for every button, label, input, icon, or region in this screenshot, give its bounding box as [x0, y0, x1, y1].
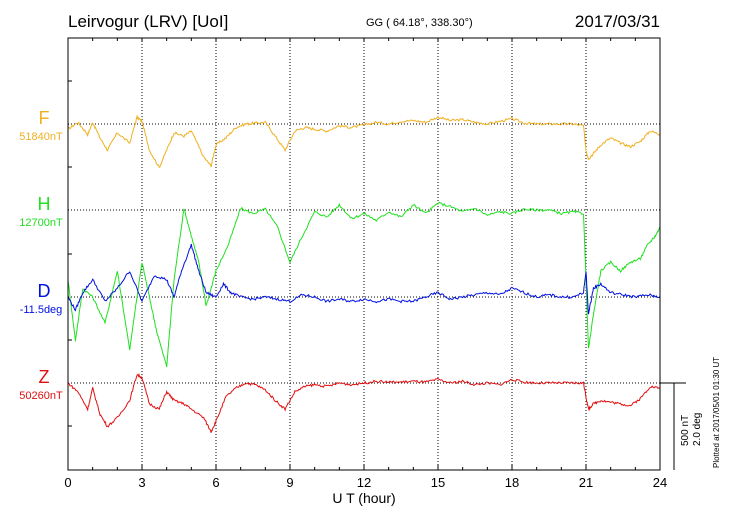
scale-bar — [660, 382, 686, 470]
x-tick-label-15: 15 — [431, 475, 445, 490]
x-tick-label-21: 21 — [579, 475, 593, 490]
plotted-timestamp: Plotted at 2017/05/01 01:30 UT — [712, 356, 721, 468]
channel-d-label: D — [37, 281, 51, 301]
series-line-d — [67, 243, 661, 315]
station-title: Leirvogur (LRV) [UoI] — [68, 12, 229, 31]
grid-lines — [68, 38, 660, 470]
geographic-coordinates: GG ( 64.18°, 338.30°) — [366, 17, 473, 29]
channel-h-label: H — [37, 194, 51, 214]
channel-h-baseline: 12700nT — [19, 217, 63, 229]
plot-date: 2017/03/31 — [574, 12, 660, 31]
channel-f-label: F — [38, 108, 50, 128]
x-tick-label-9: 9 — [286, 475, 293, 490]
channel-f-baseline: 51840nT — [19, 131, 63, 143]
x-tick-label-3: 3 — [138, 475, 145, 490]
x-tick-label-6: 6 — [212, 475, 219, 490]
x-tick-label-24: 24 — [653, 475, 667, 490]
series-line-f — [67, 114, 661, 169]
x-axis-label: U T (hour) — [332, 490, 395, 506]
x-tick-label-0: 0 — [64, 475, 71, 490]
scale-bar-deg-label: 2.0 deg — [692, 412, 703, 446]
channel-d-baseline: -11.5deg — [19, 304, 63, 316]
series-line-z — [67, 372, 661, 433]
channel-z-baseline: 50260nT — [19, 390, 63, 402]
x-tick-label-18: 18 — [505, 475, 519, 490]
x-axis-ticks: 0 3 6 9 12 15 18 21 24 — [64, 38, 667, 490]
x-tick-label-12: 12 — [357, 475, 371, 490]
channel-z-label: Z — [38, 367, 50, 387]
series-line-h — [67, 201, 661, 368]
series-lines — [67, 114, 661, 433]
plot-frame — [67, 37, 661, 471]
scale-bar-nt-label: 500 nT — [680, 414, 691, 446]
